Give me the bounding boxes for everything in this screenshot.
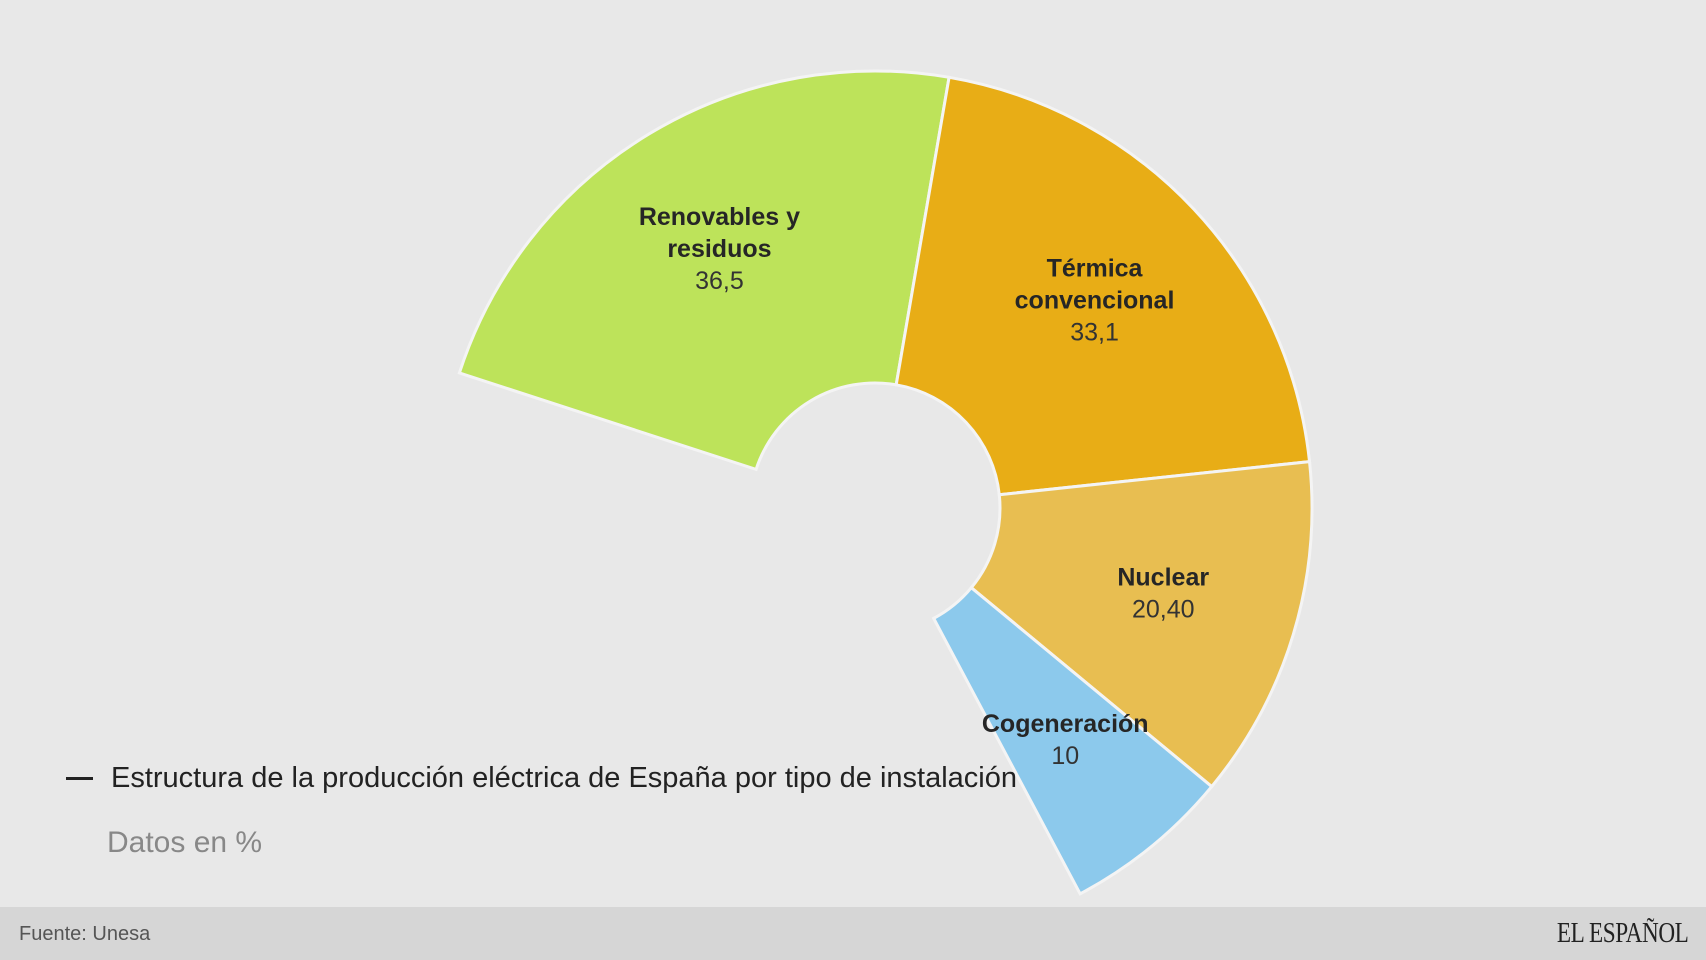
slice-label-3-0: Cogeneración <box>982 710 1149 738</box>
slice-3 <box>931 585 1214 896</box>
slice-label-0-1: residuos <box>667 235 771 263</box>
slice-label-2-0: Nuclear <box>1117 563 1209 591</box>
slice-2 <box>969 459 1314 789</box>
slice-1 <box>894 75 1312 497</box>
slice-label-1-1: convencional <box>1015 287 1175 315</box>
slice-label-0-0: Renovables y <box>639 203 800 231</box>
donut-chart: Renovables y residuos 36,5 Térmica convencio… <box>457 69 1314 896</box>
source-text: Fuente: Unesa <box>19 923 151 945</box>
chart-subtitle: Datos en % <box>107 826 263 859</box>
slice-label-1-0: Térmica <box>1047 255 1144 283</box>
brand-logo: EL ESPAÑOL <box>1556 917 1688 949</box>
slice-value-0: 36,5 <box>695 267 744 295</box>
title-dash <box>66 777 93 780</box>
slice-0 <box>457 69 951 472</box>
slice-value-1: 33,1 <box>1070 319 1119 347</box>
chart-title-row: Estructura de la producción eléctrica de… <box>66 762 1017 795</box>
footer: Fuente: Unesa EL ESPAÑOL <box>0 907 1706 960</box>
slice-value-2: 20,40 <box>1132 595 1195 623</box>
chart-title: Estructura de la producción eléctrica de… <box>111 762 1017 794</box>
slice-value-3: 10 <box>1051 742 1079 770</box>
